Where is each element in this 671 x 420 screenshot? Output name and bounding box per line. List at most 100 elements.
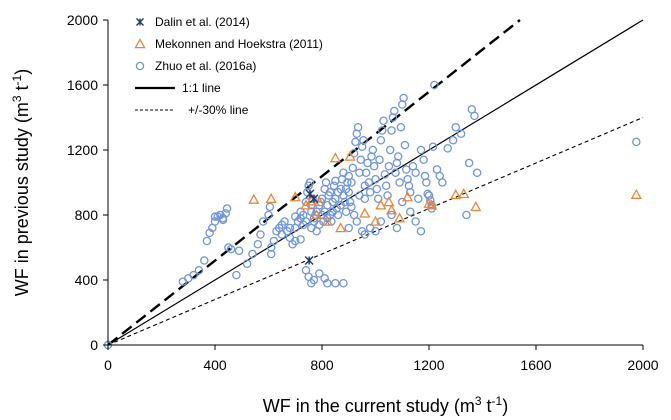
x-axis-ticks: 0 400 800 1200 1600 2000 bbox=[104, 345, 659, 373]
data-point-circle bbox=[277, 230, 287, 239]
axis-title-superscript: 3 bbox=[475, 394, 482, 408]
data-point-circle bbox=[632, 137, 641, 147]
data-point-circle bbox=[397, 197, 407, 207]
data-point-circle bbox=[399, 93, 408, 103]
data-point-circle bbox=[242, 259, 252, 268]
data-point-triangle bbox=[385, 204, 398, 215]
data-point-triangle bbox=[470, 201, 482, 212]
data-point-circle bbox=[411, 168, 420, 177]
data-point-circle bbox=[210, 212, 220, 221]
data-point-circle bbox=[419, 155, 428, 164]
data-point-circle bbox=[438, 178, 447, 187]
data-point-circle bbox=[253, 239, 263, 249]
data-point-circle bbox=[248, 249, 257, 259]
data-point-circle bbox=[348, 163, 358, 173]
x-axis-title: WF in the current study (m3 t-1) bbox=[263, 394, 508, 416]
axis-title-superscript: 3 bbox=[10, 95, 24, 102]
data-point-circle bbox=[451, 123, 460, 132]
data-point-triangle bbox=[630, 188, 642, 199]
data-point-circle bbox=[205, 228, 214, 238]
x-tick-label: 1200 bbox=[413, 357, 444, 373]
data-point-circle bbox=[377, 126, 387, 135]
data-point-circle bbox=[265, 202, 275, 212]
data-point-circle bbox=[387, 126, 396, 135]
data-point-circle bbox=[266, 249, 276, 259]
data-point-circle bbox=[256, 230, 265, 239]
data-point-circle bbox=[264, 210, 273, 220]
data-point-circle bbox=[325, 187, 335, 197]
legend-marker-triangle bbox=[134, 38, 146, 49]
data-point-circle bbox=[371, 174, 380, 184]
y-tick-label: 1200 bbox=[67, 142, 98, 158]
reference-line-dashed bbox=[108, 116, 644, 345]
data-point-circle bbox=[347, 178, 356, 187]
data-point-circle bbox=[183, 274, 193, 283]
data-point-triangle bbox=[423, 197, 435, 208]
data-point-circle bbox=[222, 204, 232, 213]
data-point-circle bbox=[232, 270, 241, 280]
data-point-circle bbox=[448, 135, 458, 145]
data-point-triangle bbox=[265, 192, 277, 204]
data-point-circle bbox=[301, 217, 311, 226]
data-point-circle bbox=[305, 178, 315, 187]
data-point-circle bbox=[443, 144, 452, 153]
data-point-triangle bbox=[311, 209, 323, 220]
data-point-triangle bbox=[344, 150, 356, 161]
legend-marker-circle bbox=[135, 61, 145, 71]
data-point-triangle bbox=[335, 222, 347, 233]
data-point-circle bbox=[258, 217, 268, 226]
x-tick-label: 400 bbox=[203, 357, 227, 373]
legend: Dalin et al. (2014) Mekonnen and Hoekstra… bbox=[134, 15, 323, 117]
data-point-circle bbox=[462, 210, 471, 220]
data-point-circle bbox=[266, 243, 276, 252]
data-points bbox=[103, 80, 642, 350]
y-axis-ticks: 0 400 800 1200 1600 2000 bbox=[67, 12, 108, 353]
axis-title-text: WF in the current study (m bbox=[263, 396, 475, 416]
data-point-circle bbox=[364, 178, 374, 187]
data-point-circle bbox=[430, 80, 439, 90]
data-point-circle bbox=[331, 176, 340, 186]
data-point-triangle bbox=[383, 196, 395, 207]
data-point-circle bbox=[470, 111, 479, 121]
axis-title-text: t bbox=[482, 396, 492, 416]
data-point-circle bbox=[416, 145, 426, 155]
data-point-circle bbox=[428, 142, 438, 151]
x-tick-label: 2000 bbox=[627, 357, 658, 373]
data-point-circle bbox=[383, 191, 392, 200]
y-tick-label: 2000 bbox=[67, 12, 98, 28]
data-point-circle bbox=[352, 217, 362, 226]
data-point-circle bbox=[406, 187, 415, 197]
data-point-circle bbox=[329, 181, 339, 190]
data-point-circle bbox=[296, 235, 305, 244]
y-tick-label: 400 bbox=[75, 272, 99, 288]
data-point-circle bbox=[280, 217, 289, 226]
axis-title-superscript: -1 bbox=[10, 74, 24, 85]
y-tick-label: 1600 bbox=[67, 77, 98, 93]
data-point-circle bbox=[333, 210, 343, 220]
data-point-triangle bbox=[359, 207, 371, 218]
x-tick-label: 1600 bbox=[520, 357, 551, 373]
data-point-circle bbox=[202, 236, 212, 246]
data-point-circle bbox=[323, 200, 332, 210]
data-point-circle bbox=[356, 155, 366, 164]
axis-title-text: WF in previous study (m bbox=[12, 102, 32, 296]
data-point-triangle bbox=[329, 152, 341, 163]
data-point-circle bbox=[376, 217, 386, 226]
data-point-circle bbox=[375, 155, 384, 164]
data-point-circle bbox=[347, 202, 356, 212]
data-point-triangle bbox=[289, 191, 301, 202]
data-point-circle bbox=[385, 145, 395, 155]
data-point-circle bbox=[406, 207, 415, 216]
data-point-triangle bbox=[458, 188, 470, 199]
data-point-circle bbox=[376, 135, 386, 145]
data-point-circle bbox=[290, 236, 300, 246]
data-point-circle bbox=[373, 194, 383, 203]
legend-label: Dalin et al. (2014) bbox=[155, 15, 250, 29]
data-point-circle bbox=[285, 223, 295, 233]
legend-label: 1:1 line bbox=[182, 81, 221, 95]
data-point-triangle bbox=[401, 191, 414, 202]
data-point-circle bbox=[353, 123, 363, 132]
data-point-circle bbox=[323, 278, 332, 288]
data-point-circle bbox=[371, 226, 380, 236]
